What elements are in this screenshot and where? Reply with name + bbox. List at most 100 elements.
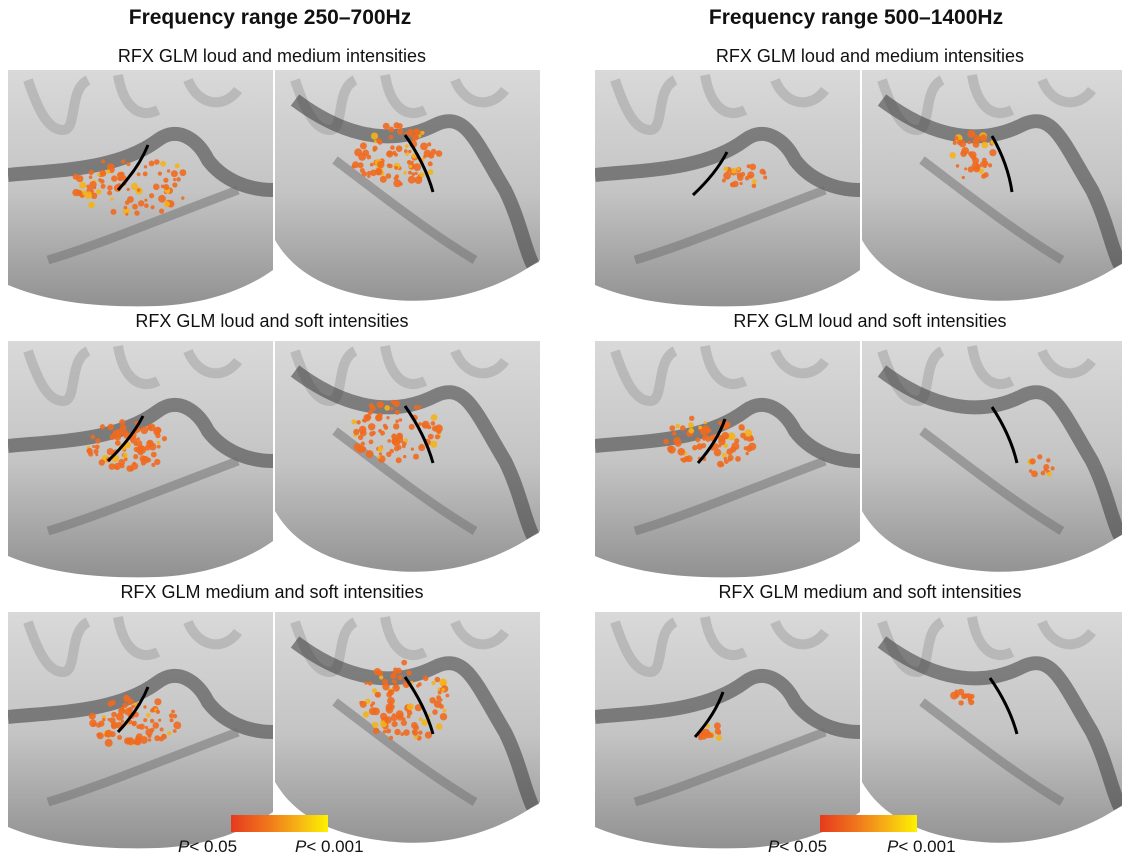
activation-blob — [386, 416, 390, 420]
activation-blob — [674, 439, 682, 447]
activation-blob — [954, 692, 960, 698]
activation-blob — [982, 157, 987, 163]
activation-blob — [703, 421, 707, 425]
activation-blob — [388, 134, 394, 140]
activation-blob — [351, 419, 357, 425]
activation-blob — [445, 693, 450, 698]
activation-blob — [435, 150, 443, 157]
activation-blob — [385, 173, 392, 179]
activation-blob — [441, 687, 445, 692]
activation-blob — [394, 166, 398, 170]
activation-blob — [353, 428, 360, 436]
activation-blob — [122, 702, 128, 708]
activation-blob — [961, 175, 965, 180]
heschl-gyrus-line — [403, 134, 435, 193]
activation-blob — [713, 722, 721, 730]
sylvian-fissure — [595, 127, 860, 197]
activation-blob — [954, 136, 959, 141]
activation-blob — [126, 162, 131, 167]
heschl-gyrus-line — [696, 418, 727, 464]
activation-blob — [392, 671, 397, 675]
activation-blob — [377, 160, 385, 169]
activation-blob — [158, 194, 166, 203]
row-title-right-3: RFX GLM medium and soft intensities — [718, 582, 1022, 602]
brain-surface-render — [275, 70, 540, 313]
activation-blob — [358, 153, 367, 161]
activation-blob — [153, 183, 160, 191]
activation-blob — [382, 729, 387, 734]
activation-blob — [397, 674, 403, 681]
activation-blob — [968, 151, 974, 157]
activation-blob — [685, 455, 693, 463]
activation-blob — [695, 437, 701, 443]
brain-surface-render — [595, 70, 860, 313]
activation-blob — [419, 172, 425, 178]
activation-blob — [967, 130, 976, 138]
activation-blob — [744, 175, 750, 181]
activation-blob — [392, 713, 396, 717]
activation-blob — [134, 210, 140, 216]
activation-blob — [411, 133, 419, 141]
activation-blob — [171, 709, 176, 714]
activation-blob — [125, 212, 129, 216]
activation-blob — [744, 429, 752, 437]
activation-blob — [397, 128, 404, 135]
activation-blob — [133, 442, 138, 446]
activation-blob — [143, 705, 147, 709]
activation-blob — [386, 451, 392, 457]
activation-blob — [406, 714, 411, 719]
activation-blob — [368, 439, 374, 445]
activation-blob — [434, 434, 440, 440]
activation-blob — [389, 448, 394, 454]
activation-blob — [413, 163, 422, 171]
activation-blob — [356, 420, 361, 425]
row-title-right-2: RFX GLM loud and soft intensities — [733, 311, 1007, 331]
activation-blob — [150, 205, 155, 210]
activation-blob — [123, 205, 128, 210]
activation-blob — [161, 436, 167, 442]
brain-surface-render — [862, 612, 1122, 855]
activation-blob — [745, 451, 749, 456]
activation-blob — [1043, 467, 1048, 472]
activation-blob — [401, 659, 408, 666]
sylvian-fissure — [877, 365, 1122, 540]
activation-blob — [979, 134, 988, 142]
brain-surface-render — [275, 612, 540, 855]
colorbar-right — [820, 815, 917, 832]
activation-blob — [96, 722, 102, 728]
activation-blob — [368, 423, 376, 431]
activation-blob — [689, 415, 695, 421]
activation-blob — [370, 703, 374, 708]
colorbar-right-high-label: P< 0.001 — [887, 837, 956, 856]
activation-blob — [181, 196, 185, 200]
activation-blob — [1046, 471, 1052, 477]
activation-blob — [427, 433, 434, 440]
activation-blob — [154, 698, 162, 706]
activation-blob — [122, 452, 128, 458]
activation-blob — [106, 448, 114, 456]
activation-blob — [404, 149, 408, 153]
activation-blob — [96, 189, 102, 195]
activation-blob — [957, 688, 965, 696]
activation-blob — [393, 423, 400, 430]
activation-blob — [87, 448, 91, 453]
activation-blob — [122, 207, 130, 215]
activation-blob — [680, 425, 686, 431]
activation-blob — [117, 171, 124, 179]
activation-blob — [439, 698, 443, 702]
activation-blob — [413, 405, 419, 410]
activation-blob — [735, 456, 741, 462]
activation-blob — [368, 707, 377, 716]
activation-blob — [374, 692, 380, 698]
activation-blob — [393, 667, 398, 672]
activation-blob — [138, 445, 147, 454]
activation-blob — [150, 708, 155, 713]
activation-blob — [983, 164, 987, 169]
activation-blob — [414, 704, 422, 712]
activation-blob — [127, 706, 133, 712]
activation-blob — [359, 446, 367, 453]
activation-blob — [386, 691, 393, 698]
activation-blob — [709, 733, 714, 738]
activation-blob — [379, 675, 384, 680]
activation-blob — [702, 728, 710, 736]
